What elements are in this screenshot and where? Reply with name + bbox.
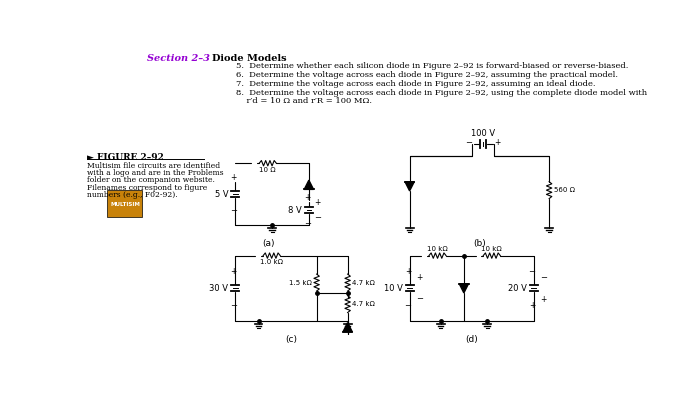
Text: Filenames correspond to figure: Filenames correspond to figure bbox=[87, 183, 207, 191]
Text: 5 V: 5 V bbox=[215, 189, 228, 198]
Text: +: + bbox=[304, 193, 310, 202]
Text: +: + bbox=[529, 301, 535, 309]
Text: 8 V: 8 V bbox=[288, 206, 302, 215]
Text: MULTISIM: MULTISIM bbox=[110, 202, 140, 206]
Text: +: + bbox=[494, 138, 501, 147]
Text: 100 V: 100 V bbox=[471, 129, 495, 138]
Polygon shape bbox=[304, 180, 314, 189]
Text: 4.7 kΩ: 4.7 kΩ bbox=[352, 301, 375, 307]
Text: ► FIGURE 2–92: ► FIGURE 2–92 bbox=[87, 153, 164, 162]
Text: r′d = 10 Ω and r′R = 100 MΩ.: r′d = 10 Ω and r′R = 100 MΩ. bbox=[236, 97, 372, 105]
Text: 1.0 kΩ: 1.0 kΩ bbox=[260, 259, 283, 265]
Text: Multisim file circuits are identified: Multisim file circuits are identified bbox=[87, 162, 220, 170]
Text: 10 kΩ: 10 kΩ bbox=[427, 246, 448, 252]
Text: +: + bbox=[231, 267, 237, 276]
Text: −: − bbox=[540, 273, 547, 282]
Text: (d): (d) bbox=[465, 335, 478, 344]
Polygon shape bbox=[459, 284, 468, 293]
Text: +: + bbox=[231, 173, 237, 182]
Text: Diode Models: Diode Models bbox=[212, 54, 287, 63]
Polygon shape bbox=[405, 182, 415, 191]
Text: 8.  Determine the voltage across each diode in Figure 2–92, using the complete d: 8. Determine the voltage across each dio… bbox=[236, 89, 647, 97]
Text: Section 2–3: Section 2–3 bbox=[147, 54, 210, 63]
Text: 7.  Determine the voltage across each diode in Figure 2–92, assuming an ideal di: 7. Determine the voltage across each dio… bbox=[236, 80, 596, 88]
Text: folder on the companion website.: folder on the companion website. bbox=[87, 176, 215, 184]
Text: +: + bbox=[314, 198, 320, 207]
Text: 560 Ω: 560 Ω bbox=[554, 187, 575, 193]
Text: +: + bbox=[416, 273, 422, 282]
Text: 1.5 kΩ: 1.5 kΩ bbox=[289, 280, 312, 286]
Text: −: − bbox=[528, 267, 536, 276]
Text: −: − bbox=[230, 301, 237, 309]
Text: −: − bbox=[314, 213, 321, 222]
Text: +: + bbox=[405, 267, 411, 276]
Text: 5.  Determine whether each silicon diode in Figure 2–92 is forward-biased or rev: 5. Determine whether each silicon diode … bbox=[236, 62, 629, 70]
Text: −: − bbox=[304, 219, 311, 227]
Text: (b): (b) bbox=[473, 239, 486, 248]
Text: 4.7 kΩ: 4.7 kΩ bbox=[352, 280, 375, 286]
Text: −: − bbox=[230, 206, 237, 215]
Text: (a): (a) bbox=[262, 239, 275, 248]
Text: 10 V: 10 V bbox=[384, 284, 402, 293]
Text: 10 kΩ: 10 kΩ bbox=[481, 246, 502, 252]
Text: +: + bbox=[540, 295, 546, 304]
Text: −: − bbox=[404, 301, 412, 309]
Text: −: − bbox=[416, 295, 423, 304]
Text: 6.  Determine the voltage across each diode in Figure 2–92, assuming the practic: 6. Determine the voltage across each dio… bbox=[236, 71, 618, 79]
Text: 10 Ω: 10 Ω bbox=[260, 167, 276, 173]
Text: 30 V: 30 V bbox=[209, 284, 228, 293]
FancyBboxPatch shape bbox=[108, 190, 142, 217]
Text: numbers (e.g., F02-92).: numbers (e.g., F02-92). bbox=[87, 191, 178, 199]
Text: with a logo and are in the Problems: with a logo and are in the Problems bbox=[87, 169, 224, 177]
Text: (c): (c) bbox=[285, 335, 297, 344]
Polygon shape bbox=[343, 323, 352, 332]
Text: −: − bbox=[466, 138, 472, 147]
Text: 20 V: 20 V bbox=[507, 284, 527, 293]
